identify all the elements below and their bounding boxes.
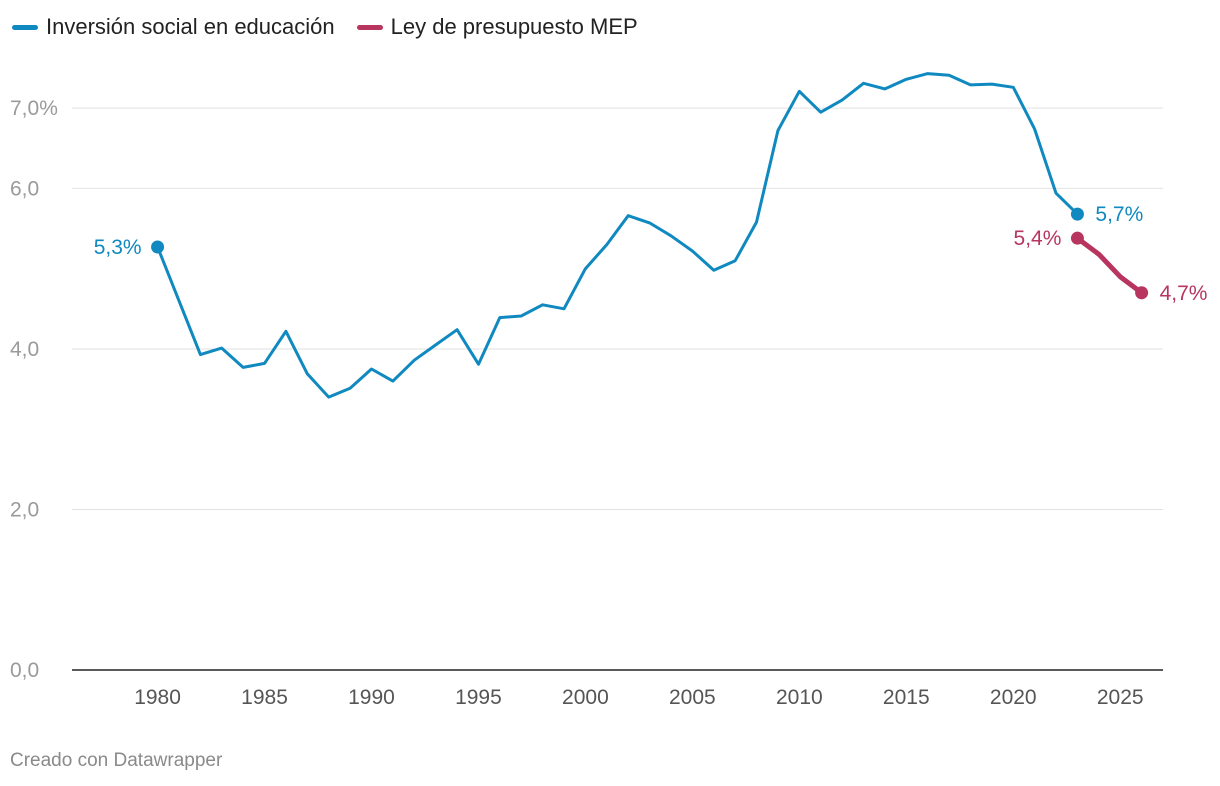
legend-label-education: Inversión social en educación bbox=[46, 14, 335, 39]
x-tick-label: 2015 bbox=[883, 686, 930, 709]
x-tick-label: 2020 bbox=[990, 686, 1037, 709]
y-tick-label: 6,0 bbox=[10, 177, 39, 200]
y-tick-label: 4,0 bbox=[10, 338, 39, 361]
series-0-data-label-0: 5,3% bbox=[94, 236, 142, 259]
x-tick-label: 1990 bbox=[348, 686, 395, 709]
legend-item-education: Inversión social en educación bbox=[12, 14, 335, 40]
x-tick-label: 1985 bbox=[241, 686, 288, 709]
series-1-end-point-0 bbox=[1070, 231, 1084, 245]
legend: Inversión social en educación Ley de pre… bbox=[12, 14, 660, 40]
series-0-end-point-0 bbox=[151, 240, 165, 254]
series-0-end-point-1 bbox=[1070, 207, 1084, 221]
x-tick-label: 2025 bbox=[1097, 686, 1144, 709]
y-tick-label: 7,0% bbox=[10, 97, 58, 120]
footer-credit: Creado con Datawrapper bbox=[10, 750, 223, 771]
line-chart: 0,0 2,0 4,0 6,0 7,0% 1980 1985 1990 1995 2000 2005… bbox=[10, 72, 1208, 709]
series-line-0 bbox=[156, 72, 1079, 399]
x-tick-label: 2010 bbox=[776, 686, 823, 709]
legend-swatch-education bbox=[12, 24, 38, 30]
legend-swatch-budget bbox=[356, 24, 383, 30]
y-tick-label: 2,0 bbox=[10, 498, 39, 521]
x-tick-label: 2005 bbox=[669, 686, 716, 709]
series-1-end-point-1 bbox=[1135, 286, 1149, 300]
series-1-data-label-0: 5,4% bbox=[1014, 227, 1062, 250]
legend-label-budget: Ley de presupuesto MEP bbox=[390, 14, 638, 39]
series-0-data-label-1: 5,7% bbox=[1095, 203, 1143, 226]
series-1-data-label-1: 4,7% bbox=[1160, 282, 1208, 305]
series-line-1 bbox=[1074, 235, 1145, 296]
y-tick-label: 0,0 bbox=[10, 659, 39, 682]
x-tick-label: 2000 bbox=[562, 686, 609, 709]
legend-item-budget: Ley de presupuesto MEP bbox=[356, 14, 638, 40]
x-tick-label: 1980 bbox=[134, 686, 181, 709]
x-tick-label: 1995 bbox=[455, 686, 502, 709]
